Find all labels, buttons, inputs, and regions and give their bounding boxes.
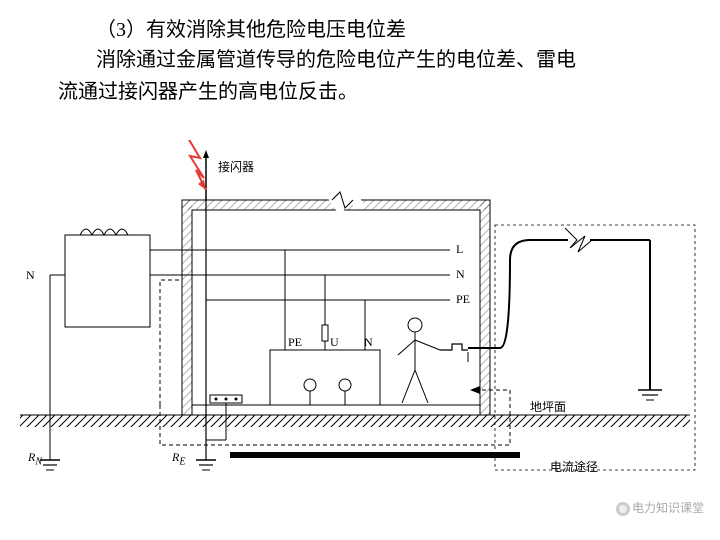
- watermark: 电力知识课堂: [616, 499, 704, 516]
- label-N-bus: N: [456, 267, 465, 282]
- building-inner: [192, 210, 480, 415]
- rod-tip: [203, 150, 209, 158]
- label-receiver: 接闪器: [218, 158, 254, 175]
- watermark-icon: [616, 502, 630, 516]
- label-RE: RE: [172, 450, 185, 467]
- building-outer: [182, 200, 490, 415]
- diagram-svg: [10, 140, 710, 510]
- person-arm-l: [398, 340, 415, 355]
- label-PE-bus: PE: [456, 292, 470, 307]
- current-path-dash2: [160, 280, 182, 405]
- meb-t2: [225, 398, 228, 401]
- meb-t1: [215, 398, 218, 401]
- person-head: [408, 318, 422, 332]
- label-N-left: N: [26, 268, 35, 283]
- circuit-diagram: 接闪器 L N PE PE U N N 地坪面 电流途径 RN RE: [10, 140, 710, 510]
- wall-right-fill: [480, 200, 490, 415]
- faucet: [440, 344, 468, 350]
- eq-term-1: [304, 379, 316, 391]
- watermark-text: 电力知识课堂: [632, 501, 704, 515]
- eq-term-2: [339, 379, 351, 391]
- label-RN: RN: [28, 450, 42, 467]
- lightning-arrowhead: [198, 180, 206, 190]
- label-N-inner: N: [364, 335, 373, 350]
- dash-arrow: [470, 386, 480, 394]
- pipe-riser: [500, 240, 530, 348]
- person-leg-r: [415, 370, 428, 403]
- label-U: U: [330, 335, 339, 350]
- remote-zone: [495, 225, 695, 470]
- fuse: [322, 325, 328, 341]
- source-box: [65, 235, 150, 327]
- roof-break-mask: [330, 193, 360, 207]
- equipment-box: [270, 350, 380, 405]
- ground-hatch: [20, 415, 690, 427]
- foundation-electrode: [230, 452, 520, 458]
- meb-t3: [235, 398, 238, 401]
- para-line-2: 流通过接闪器产生的高电位反击。: [58, 81, 358, 103]
- section-paragraph: 消除通过金属管道传导的危险电位产生的电位差、雷电 流通过接闪器产生的高电位反击。: [58, 44, 678, 108]
- source-coil: [80, 229, 128, 235]
- person-leg-l: [402, 370, 415, 403]
- label-L: L: [456, 242, 463, 257]
- label-ground-surface: 地坪面: [530, 398, 566, 415]
- label-PE-inner: PE: [288, 335, 302, 350]
- para-line-1: 消除通过金属管道传导的危险电位产生的电位差、雷电: [96, 49, 576, 71]
- pipe-break: [565, 228, 592, 252]
- person-arm-r: [415, 340, 440, 350]
- section-heading: （3）有效消除其他危险电压电位差: [96, 14, 406, 46]
- wall-left-fill: [182, 200, 192, 415]
- label-current-path: 电流途径: [550, 458, 598, 475]
